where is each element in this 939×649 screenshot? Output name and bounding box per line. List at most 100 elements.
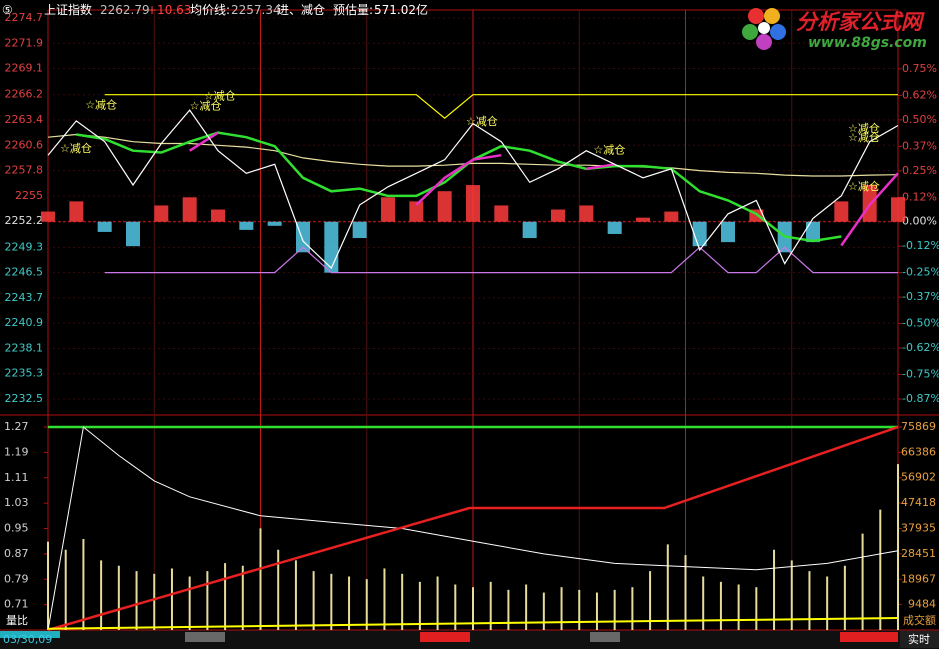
y2-axis-label: 成交额: [903, 613, 936, 627]
y2-tick-label: 18967: [901, 572, 936, 585]
histogram-bar: [522, 221, 537, 239]
annotation: ☆减仓: [204, 89, 236, 103]
y2-tick-label: 28451: [901, 547, 936, 560]
histogram-bar: [607, 221, 622, 234]
y2-tick-label: 0.00%: [902, 215, 937, 228]
y2-tick-label: 75869: [901, 420, 936, 433]
y-tick-label: 2249.3: [5, 240, 44, 253]
histogram-bar: [352, 221, 367, 239]
histogram-bar: [551, 209, 565, 222]
y-tick-label: 2252.2: [5, 214, 44, 227]
y-tick-label: 2235.3: [5, 367, 44, 380]
histogram-bar: [154, 205, 169, 222]
mode-button[interactable]: [900, 631, 939, 648]
series-line: [189, 131, 899, 247]
annotation: ☆减仓: [848, 121, 880, 135]
series-line: [47, 133, 899, 177]
y-tick-label: 2243.7: [5, 291, 44, 304]
y2-tick-label: -0.87%: [902, 392, 939, 405]
histogram-bar: [664, 211, 679, 222]
y-tick-label: 1.11: [4, 471, 29, 484]
histogram-bar: [806, 221, 820, 243]
histogram-bar: [437, 191, 452, 222]
series-line: [104, 246, 898, 274]
annotation: ☆减仓: [466, 114, 498, 128]
y-tick-label: 2257.8: [5, 164, 44, 177]
footer-block: [0, 631, 60, 638]
logo: 分析家公式网 www.88gs.com: [738, 2, 938, 54]
mode-label[interactable]: 实时: [908, 632, 930, 646]
y2-tick-label: 66386: [901, 445, 936, 458]
histogram-bar: [41, 211, 55, 222]
histogram-bar: [409, 201, 424, 222]
y2-tick-label: 0.75%: [902, 62, 937, 75]
histogram-bar: [891, 197, 905, 222]
y2-tick-label: -0.12%: [902, 239, 939, 252]
signal: 进、减仓: [277, 3, 326, 17]
series-line: [47, 425, 899, 632]
avg-label: 均价线:: [190, 3, 231, 17]
y-tick-label: 0.71: [4, 598, 29, 611]
price: 2262.79: [100, 3, 150, 17]
y2-tick-label: 56902: [901, 471, 936, 484]
y2-tick-label: 0.37%: [902, 139, 937, 152]
histogram-bar: [494, 205, 509, 222]
y2-tick-label: -0.50%: [902, 317, 939, 330]
y2-tick-label: 0.62%: [902, 88, 937, 101]
y-tick-label: 2255: [15, 189, 43, 202]
histogram-bar: [579, 205, 594, 222]
annotation: ☆减仓: [593, 143, 625, 157]
series-line: [104, 94, 898, 119]
change: +10.63: [147, 3, 192, 17]
index-name: 上证指数: [44, 3, 93, 17]
histogram-bar: [324, 221, 339, 273]
y-tick-label: 1.03: [4, 496, 29, 509]
series-line: [47, 617, 899, 630]
histogram-bar: [126, 221, 140, 247]
logo-icon: [742, 8, 786, 50]
footer-block: [185, 632, 225, 642]
y2-tick-label: 9484: [908, 598, 936, 611]
y-tick-label: 0.79: [4, 572, 29, 585]
annotation: ☆减仓: [60, 141, 92, 155]
histogram-bar: [636, 217, 650, 222]
avg-value: 2257.34: [231, 3, 281, 17]
y2-tick-label: -0.25%: [902, 266, 939, 279]
y-tick-label: 1.27: [4, 420, 29, 433]
y-tick-label: 2269.1: [5, 62, 44, 75]
y-tick-label: 2260.6: [5, 138, 44, 151]
annotation: ☆减仓: [848, 179, 880, 193]
logo-url: www.88gs.com: [808, 35, 927, 51]
histogram-bar: [267, 221, 282, 226]
annotation: ☆减仓: [848, 130, 880, 144]
y-tick-label: 0.87: [4, 547, 29, 560]
series-line: [47, 109, 899, 270]
est-label: 预估量:: [333, 3, 374, 17]
y2-tick-label: 0.50%: [902, 113, 937, 126]
footer-block: [840, 632, 898, 642]
y-tick-label: 2263.4: [5, 113, 44, 126]
annotation: ☆减仓: [190, 98, 222, 112]
y-tick-label: 2274.7: [5, 11, 44, 24]
histogram-bar: [692, 221, 707, 247]
footer-time: 03/30,09: [3, 633, 52, 646]
y2-tick-label: -0.75%: [902, 368, 939, 381]
y-tick-label: 1.19: [4, 445, 29, 458]
annotation: ☆减仓: [85, 98, 117, 112]
est-value: 571.02亿: [374, 3, 428, 17]
y-tick-label: 0.95: [4, 522, 29, 535]
y2-tick-label: 0.12%: [902, 190, 937, 203]
footer-block: [590, 632, 620, 642]
histogram-bar: [182, 197, 197, 222]
histogram-bar: [239, 221, 254, 230]
y2-tick-label: 0.25%: [902, 164, 937, 177]
histogram-bar: [211, 209, 225, 222]
histogram-bar: [69, 201, 84, 222]
y-tick-label: 2271.9: [5, 36, 44, 49]
footer-block: [420, 632, 470, 642]
y2-tick-label: 47418: [901, 496, 936, 509]
y-tick-label: 2266.2: [5, 88, 44, 101]
y-tick-label: 2240.9: [5, 316, 44, 329]
